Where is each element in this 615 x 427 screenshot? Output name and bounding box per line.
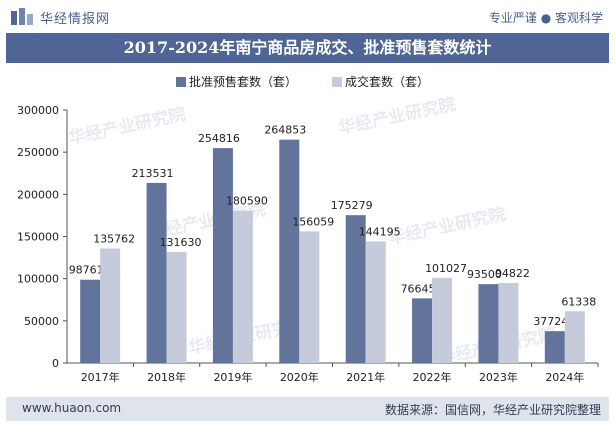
- x-tick-label: 2023年: [479, 370, 518, 384]
- y-tick-label: 150000: [17, 231, 59, 244]
- x-tick-label: 2022年: [413, 370, 452, 384]
- y-tick-label: 300000: [17, 104, 59, 117]
- bar-approved-presale: [544, 331, 565, 363]
- x-tick-label: 2024年: [545, 370, 584, 384]
- legend-swatch-2: [332, 77, 342, 87]
- data-label: 175279: [331, 199, 373, 212]
- bar-approved-presale: [478, 284, 499, 363]
- x-tick-label: 2017年: [81, 370, 120, 384]
- x-tick-label: 2019年: [213, 370, 252, 384]
- data-label: 264853: [264, 124, 306, 137]
- data-source: 数据来源：国信网，华经产业研究院整理: [384, 403, 601, 417]
- legend-label-2: 成交套数（套）: [345, 74, 429, 89]
- data-label: 144195: [359, 225, 401, 238]
- bar-approved-presale: [279, 139, 300, 363]
- y-tick-label: 200000: [17, 188, 59, 201]
- data-label: 254816: [198, 132, 240, 145]
- bar-transactions: [166, 251, 187, 363]
- bar-chart: 华经产业研究院华经产业研究院华经产业研究院华经产业研究院华经产业研究院华经产业研…: [17, 74, 599, 384]
- bar-transactions: [100, 248, 121, 363]
- data-label: 94822: [495, 267, 530, 280]
- y-tick-label: 100000: [17, 273, 59, 286]
- data-label: 98761: [69, 264, 104, 277]
- chart-title: 2017-2024年南宁商品房成交、批准预售套数统计: [123, 38, 492, 57]
- x-tick-label: 2021年: [346, 370, 385, 384]
- data-label: 131630: [160, 236, 202, 249]
- x-tick-label: 2018年: [147, 370, 186, 384]
- bar-transactions: [365, 241, 386, 363]
- bar-transactions: [299, 231, 320, 363]
- data-label: 76645: [401, 282, 436, 295]
- y-tick-label: 50000: [24, 315, 59, 328]
- watermark-text: 华经产业研究院: [387, 204, 508, 249]
- data-label: 61338: [561, 295, 596, 308]
- data-label: 213531: [132, 167, 174, 180]
- brand-tagline: 专业严谨 ● 客观科学: [488, 11, 603, 25]
- data-label: 156059: [292, 215, 334, 228]
- website-url: www.huaon.com: [22, 401, 122, 415]
- footer-banner: www.huaon.com 数据来源：国信网，华经产业研究院整理: [6, 397, 609, 421]
- bar-approved-presale: [345, 215, 366, 363]
- huajing-logo-icon: [11, 8, 33, 25]
- bar-approved-presale: [146, 182, 167, 363]
- bar-transactions: [232, 210, 253, 363]
- data-label: 101027: [425, 262, 467, 275]
- legend-label-1: 批准预售套数（套）: [189, 74, 297, 89]
- watermark-text: 华经产业研究院: [67, 104, 188, 149]
- bar-approved-presale: [412, 298, 433, 363]
- watermark-text: 华经产业研究院: [337, 94, 458, 139]
- title-banner: 2017-2024年南宁商品房成交、批准预售套数统计: [6, 33, 609, 63]
- data-label: 93500: [467, 268, 502, 281]
- bar-transactions: [498, 283, 519, 363]
- y-tick-label: 250000: [17, 146, 59, 159]
- bar-approved-presale: [212, 148, 233, 363]
- bar-transactions: [432, 277, 453, 363]
- data-label: 37724: [533, 315, 568, 328]
- data-label: 180590: [226, 195, 268, 208]
- brand-name: 华经情报网: [40, 12, 111, 27]
- top-banner: 华经情报网 专业严谨 ● 客观科学: [0, 0, 615, 32]
- legend-swatch-1: [176, 77, 186, 87]
- x-tick-label: 2020年: [280, 370, 319, 384]
- bar-transactions: [564, 311, 585, 363]
- data-label: 135762: [93, 233, 135, 246]
- bar-approved-presale: [80, 279, 101, 363]
- y-tick-label: 0: [52, 357, 59, 370]
